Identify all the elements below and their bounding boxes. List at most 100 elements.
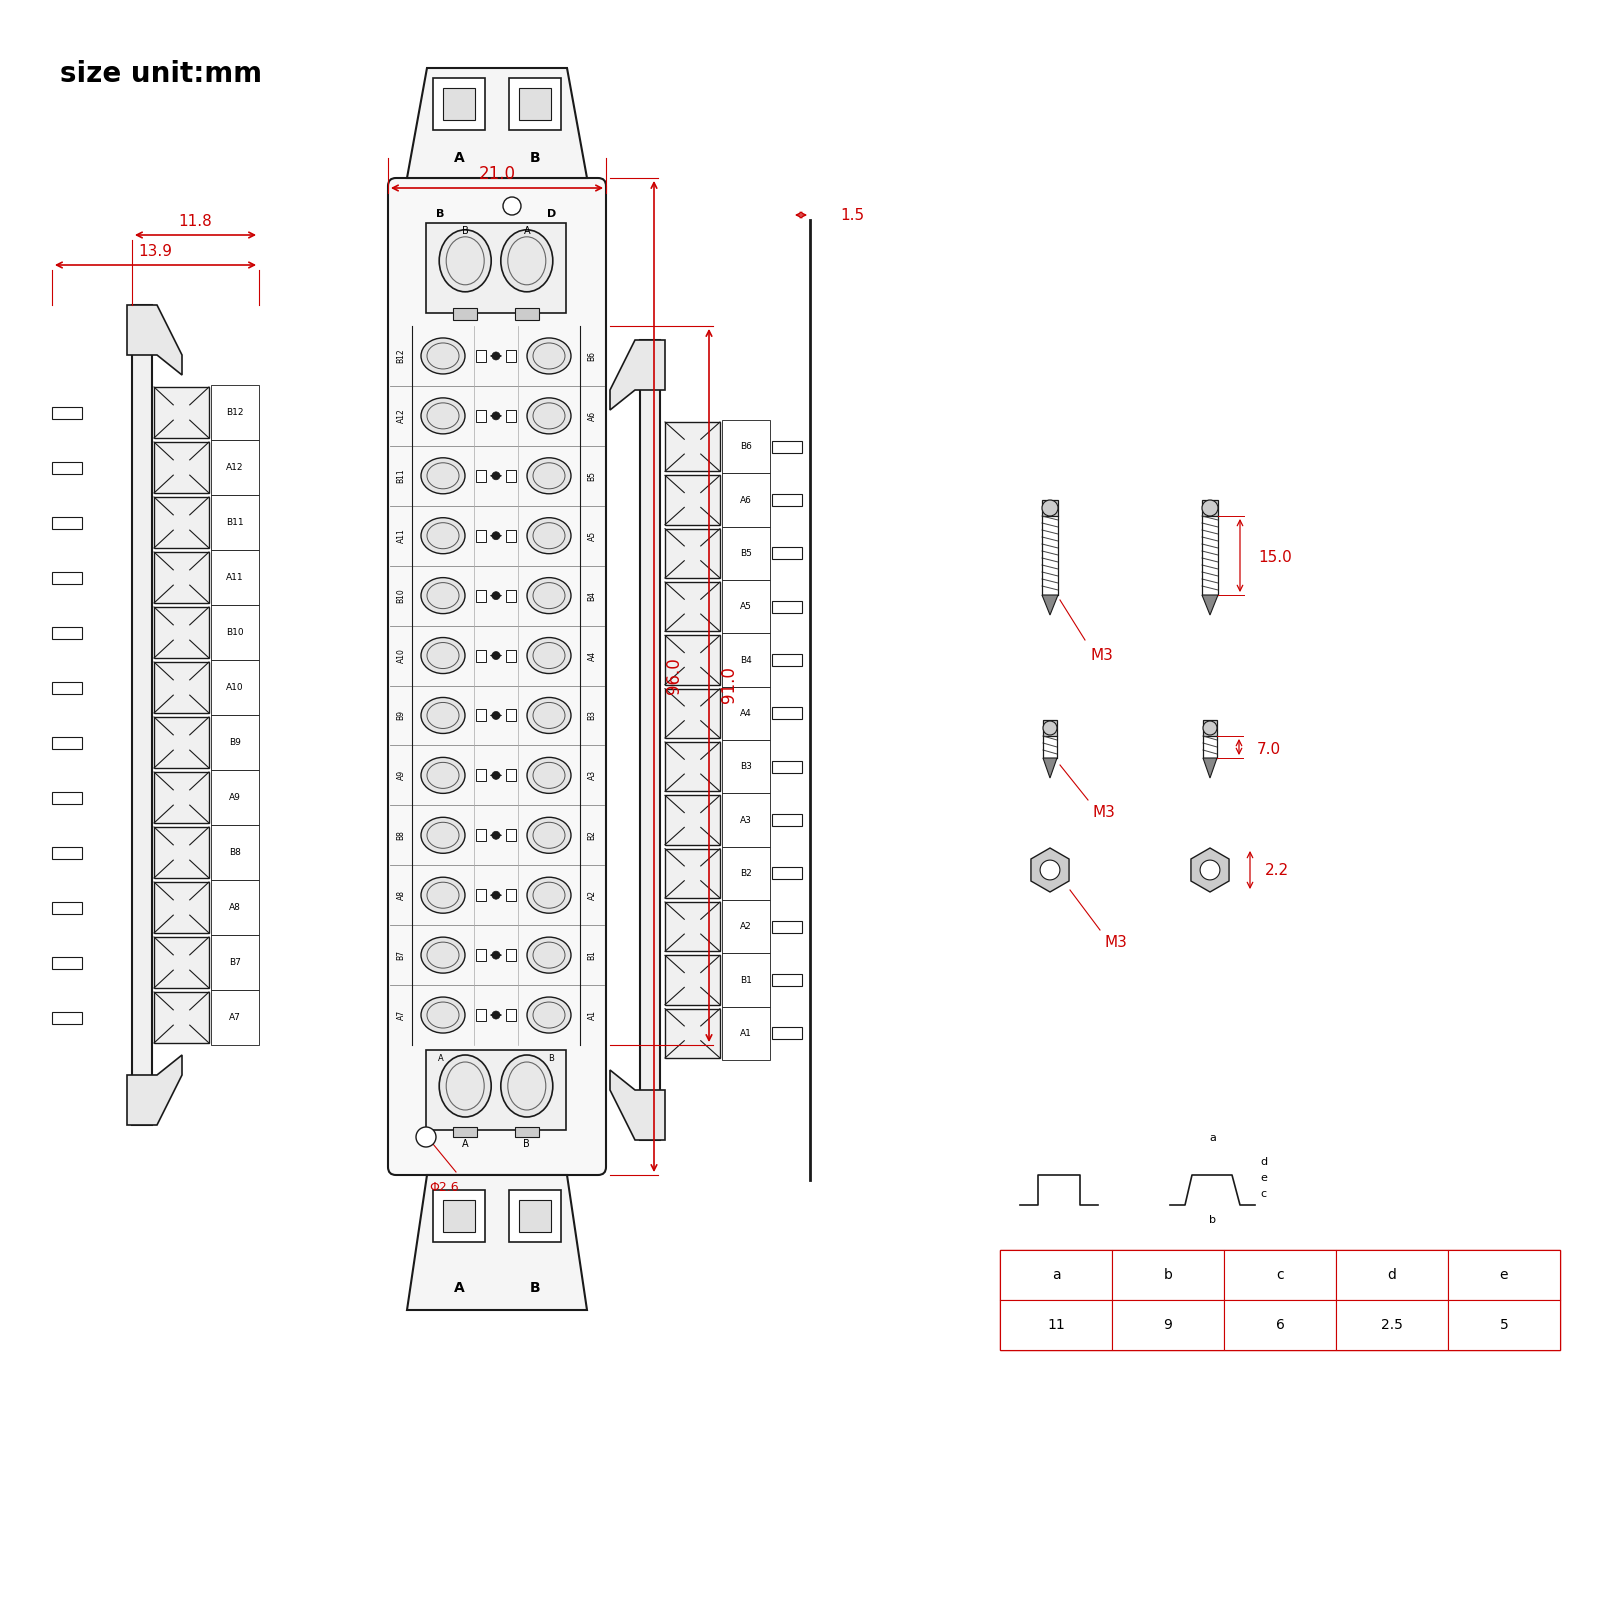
Bar	[475, 1009, 487, 1021]
Bar	[211, 935, 259, 989]
Bar	[1225, 1250, 1335, 1300]
Bar	[426, 223, 567, 314]
Ellipse shape	[421, 757, 464, 794]
Bar	[509, 1190, 560, 1242]
Ellipse shape	[421, 698, 464, 733]
Circle shape	[492, 411, 500, 419]
Bar	[51, 461, 82, 474]
Bar	[664, 583, 720, 631]
Polygon shape	[1202, 757, 1217, 778]
Bar	[211, 716, 259, 770]
Text: A11: A11	[397, 528, 405, 543]
Bar	[154, 387, 210, 439]
Bar	[1001, 1250, 1559, 1300]
Bar	[475, 351, 487, 362]
Bar	[426, 1050, 567, 1130]
Text: B: B	[530, 1281, 540, 1295]
Ellipse shape	[527, 637, 572, 674]
Polygon shape	[1042, 757, 1057, 778]
Text: B3: B3	[588, 711, 597, 720]
Text: B11: B11	[226, 519, 243, 527]
Bar	[51, 901, 82, 914]
Text: A11: A11	[226, 573, 243, 583]
Bar	[154, 661, 210, 712]
Polygon shape	[1031, 849, 1069, 892]
Bar	[664, 688, 720, 738]
Circle shape	[492, 472, 500, 480]
Bar	[722, 1007, 770, 1060]
Bar	[722, 687, 770, 740]
Ellipse shape	[439, 231, 492, 291]
Text: A2: A2	[588, 890, 597, 900]
Bar	[475, 650, 487, 661]
Bar	[636, 339, 664, 1140]
Circle shape	[1041, 860, 1060, 881]
Polygon shape	[407, 1175, 588, 1310]
Bar	[506, 530, 516, 541]
Text: A: A	[453, 150, 464, 165]
Ellipse shape	[421, 578, 464, 613]
Bar	[506, 650, 516, 661]
Bar	[506, 469, 516, 482]
Bar	[772, 921, 802, 933]
Ellipse shape	[527, 399, 572, 434]
Bar	[1042, 500, 1058, 516]
Text: B2: B2	[588, 831, 597, 841]
Text: B7: B7	[397, 949, 405, 961]
Text: B10: B10	[226, 628, 243, 637]
Ellipse shape	[421, 458, 464, 493]
Bar	[506, 410, 516, 423]
Bar	[211, 440, 259, 495]
Ellipse shape	[527, 937, 572, 973]
Bar	[506, 589, 516, 602]
Text: b: b	[1209, 1215, 1217, 1225]
Bar	[475, 949, 487, 961]
Bar	[722, 740, 770, 794]
Text: Φ2.6: Φ2.6	[429, 1180, 459, 1193]
Bar	[722, 900, 770, 953]
Bar	[475, 589, 487, 602]
Bar	[506, 889, 516, 901]
Text: B: B	[530, 150, 540, 165]
Text: a: a	[1052, 1268, 1060, 1282]
Text: B11: B11	[397, 469, 405, 484]
Bar	[664, 528, 720, 578]
Text: 21.0: 21.0	[479, 165, 516, 183]
Text: A12: A12	[226, 463, 243, 472]
Text: B8: B8	[229, 849, 240, 857]
Bar	[722, 847, 770, 900]
Bar	[154, 772, 210, 823]
Text: 15.0: 15.0	[1258, 549, 1292, 565]
Bar	[664, 956, 720, 1005]
Ellipse shape	[421, 997, 464, 1033]
Polygon shape	[610, 339, 664, 410]
Text: 2.5: 2.5	[1382, 1318, 1402, 1332]
Bar	[51, 1012, 82, 1023]
Text: 13.9: 13.9	[138, 243, 171, 258]
Text: e: e	[1500, 1268, 1508, 1282]
Text: A8: A8	[397, 890, 405, 900]
Bar	[432, 1190, 485, 1242]
Bar	[516, 307, 540, 320]
Bar	[664, 423, 720, 471]
Text: A9: A9	[229, 792, 240, 802]
Circle shape	[492, 892, 500, 900]
Bar	[475, 709, 487, 722]
Circle shape	[492, 1012, 500, 1020]
Bar	[772, 973, 802, 986]
Bar	[154, 882, 210, 933]
Bar	[722, 474, 770, 527]
Bar	[154, 717, 210, 768]
Ellipse shape	[421, 877, 464, 913]
Bar	[1001, 1300, 1559, 1350]
Bar	[51, 847, 82, 858]
Bar	[722, 419, 770, 474]
Bar	[772, 653, 802, 666]
Ellipse shape	[421, 817, 464, 853]
Bar	[51, 626, 82, 639]
Text: A7: A7	[397, 1010, 405, 1020]
Bar	[154, 496, 210, 548]
Bar	[211, 605, 259, 660]
Bar	[432, 78, 485, 130]
Bar	[1001, 1250, 1113, 1300]
